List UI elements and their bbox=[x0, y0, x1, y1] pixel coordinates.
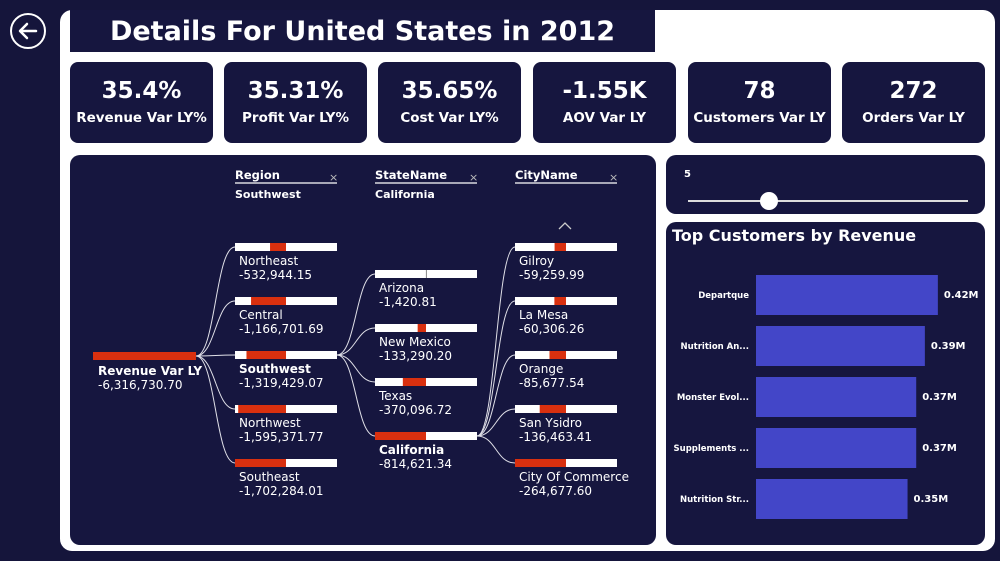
tree-node-label[interactable]: Southeast bbox=[239, 470, 300, 484]
chevron-up-icon[interactable] bbox=[558, 222, 572, 230]
tree-node-bar-fill bbox=[375, 432, 426, 440]
tree-link bbox=[195, 246, 236, 357]
tree-node-bar-fill bbox=[554, 297, 566, 305]
kpi-value: -1.55K bbox=[562, 78, 647, 104]
kpi-card: -1.55K AOV Var LY bbox=[533, 62, 676, 143]
kpi-label: AOV Var LY bbox=[562, 110, 647, 126]
kpi-value: 35.4% bbox=[101, 78, 182, 104]
tree-link bbox=[195, 354, 236, 357]
arrow-left-icon bbox=[18, 22, 38, 40]
root-label: Revenue Var LY bbox=[98, 364, 202, 378]
level-header-cityname[interactable]: CityName bbox=[515, 168, 578, 182]
kpi-label: Profit Var LY% bbox=[242, 110, 349, 126]
kpi-label: Revenue Var LY% bbox=[76, 110, 207, 126]
kpi-value: 35.31% bbox=[247, 78, 344, 104]
close-icon[interactable]: × bbox=[329, 171, 338, 184]
root-value: -6,316,730.70 bbox=[98, 378, 183, 392]
tree-link bbox=[336, 354, 376, 383]
kpi-card: 35.4% Revenue Var LY% bbox=[70, 62, 213, 143]
tree-node-bar-fill bbox=[515, 459, 566, 467]
kpi-value: 35.65% bbox=[401, 78, 498, 104]
tree-link bbox=[336, 327, 376, 356]
kpi-card: 272 Orders Var LY bbox=[842, 62, 985, 143]
tree-node-label[interactable]: New Mexico bbox=[379, 335, 451, 349]
tree-node-label[interactable]: Arizona bbox=[379, 281, 424, 295]
page-title: Details For United States in 2012 bbox=[70, 10, 655, 52]
chart-title: Top Customers by Revenue bbox=[672, 226, 917, 245]
tree-node-label[interactable]: Orange bbox=[519, 362, 563, 376]
decomposition-tree-panel bbox=[70, 155, 656, 545]
tree-node-value: -370,096.72 bbox=[379, 403, 452, 417]
tree-node-label[interactable]: Southwest bbox=[239, 362, 311, 376]
tree-node-bar-fill bbox=[246, 351, 286, 359]
back-button[interactable] bbox=[10, 13, 46, 49]
level-header-region[interactable]: Region bbox=[235, 168, 280, 182]
tree-node-value: -1,319,429.07 bbox=[239, 376, 324, 390]
tree-node-value: -1,595,371.77 bbox=[239, 430, 324, 444]
tree-link bbox=[476, 354, 516, 437]
root-bar bbox=[93, 352, 196, 360]
tree-node-value: -85,677.54 bbox=[519, 376, 584, 390]
tree-link bbox=[336, 273, 376, 356]
tree-link bbox=[195, 355, 236, 464]
kpi-label: Cost Var LY% bbox=[400, 110, 499, 126]
tree-node-value: -532,944.15 bbox=[239, 268, 312, 282]
tree-node-label[interactable]: La Mesa bbox=[519, 308, 568, 322]
close-icon[interactable]: × bbox=[469, 171, 478, 184]
slider-track[interactable] bbox=[688, 200, 968, 202]
tree-link bbox=[336, 354, 376, 437]
tree-node-value: -264,677.60 bbox=[519, 484, 592, 498]
tree-node-value: -814,621.34 bbox=[379, 457, 452, 471]
tree-node-bar-fill bbox=[425, 270, 427, 278]
tree-node-bar-fill bbox=[417, 324, 426, 332]
tree-link bbox=[476, 435, 516, 464]
kpi-value: 272 bbox=[889, 78, 938, 104]
tree-node-bar-fill bbox=[549, 351, 566, 359]
tree-node-value: -133,290.20 bbox=[379, 349, 452, 363]
tree-node-value: -60,306.26 bbox=[519, 322, 584, 336]
tree-link bbox=[195, 300, 236, 357]
tree-node-label[interactable]: Texas bbox=[378, 389, 412, 403]
tree-node-label[interactable]: California bbox=[379, 443, 444, 457]
kpi-label: Customers Var LY bbox=[693, 110, 826, 126]
tree-node-bar-fill bbox=[402, 378, 426, 386]
tree-node-label[interactable]: Gilroy bbox=[519, 254, 554, 268]
tree-node-bar-fill bbox=[270, 243, 286, 251]
tree-node-bar-fill bbox=[235, 459, 286, 467]
kpi-card: 78 Customers Var LY bbox=[688, 62, 831, 143]
tree-link bbox=[476, 246, 516, 437]
level-selected-value: California bbox=[375, 188, 435, 201]
tree-node-value: -1,420.81 bbox=[379, 295, 437, 309]
tree-node-label[interactable]: Northeast bbox=[239, 254, 299, 268]
top-customers-panel: Top Customers by Revenue bbox=[666, 222, 985, 545]
kpi-card: 35.65% Cost Var LY% bbox=[378, 62, 521, 143]
tree-node-value: -1,702,284.01 bbox=[239, 484, 324, 498]
tree-node-label[interactable]: Central bbox=[239, 308, 283, 322]
tree-node-label[interactable]: San Ysidro bbox=[519, 416, 582, 430]
tree-node-bar-fill bbox=[539, 405, 566, 413]
top-n-slider-panel: 5 bbox=[666, 155, 985, 214]
level-header-statename[interactable]: StateName bbox=[375, 168, 447, 182]
tree-node-value: -136,463.41 bbox=[519, 430, 592, 444]
tree-node-bar-fill bbox=[238, 405, 286, 413]
slider-value: 5 bbox=[684, 169, 691, 180]
kpi-card: 35.31% Profit Var LY% bbox=[224, 62, 367, 143]
tree-node-value: -1,166,701.69 bbox=[239, 322, 324, 336]
tree-node-value: -59,259.99 bbox=[519, 268, 584, 282]
kpi-label: Orders Var LY bbox=[862, 110, 965, 126]
close-icon[interactable]: × bbox=[609, 171, 618, 184]
tree-node-label[interactable]: City Of Commerce bbox=[519, 470, 629, 484]
tree-link bbox=[195, 355, 236, 410]
tree-node-bar-fill bbox=[554, 243, 566, 251]
tree-node-label[interactable]: Northwest bbox=[239, 416, 301, 430]
level-selected-value: Southwest bbox=[235, 188, 301, 201]
slider-thumb[interactable] bbox=[760, 192, 779, 210]
kpi-value: 78 bbox=[743, 78, 776, 104]
tree-node-bar-fill bbox=[251, 297, 286, 305]
tree-link bbox=[476, 408, 516, 437]
tree-link bbox=[476, 300, 516, 437]
